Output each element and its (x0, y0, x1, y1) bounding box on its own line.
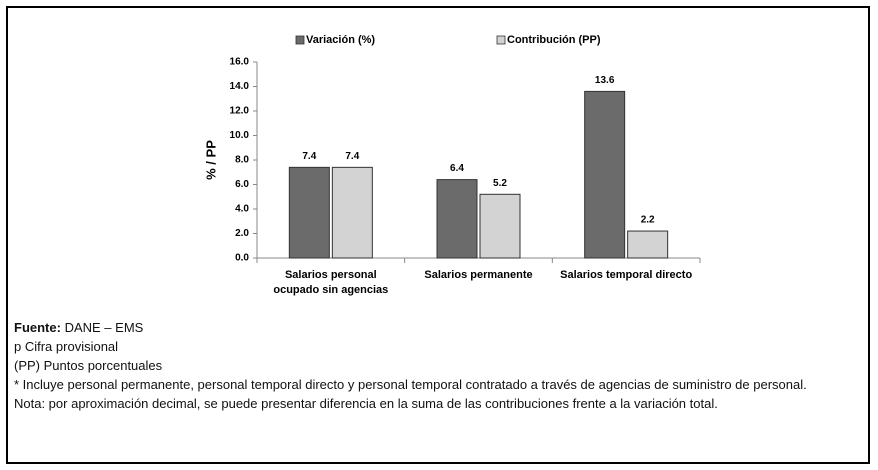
note-line: (PP) Puntos porcentuales (14, 358, 163, 373)
value-label: 7.4 (345, 151, 359, 162)
bar (436, 179, 478, 259)
legend-label: Contribución (PP) (507, 34, 601, 46)
value-label: 2.2 (641, 215, 655, 226)
y-axis-label: % / PP (203, 140, 218, 180)
y-tick-label: 14.0 (230, 81, 250, 92)
bar (627, 230, 669, 259)
note-line: * Incluye personal permanente, personal … (14, 377, 807, 392)
source-text: DANE – EMS (64, 320, 144, 335)
notes: Fuente: DANE – EMS p Cifra provisional (P… (14, 318, 864, 413)
y-tick-label: 6.0 (235, 179, 249, 190)
y-tick-label: 16.0 (230, 57, 250, 68)
y-tick-label: 8.0 (235, 155, 249, 166)
value-label: 13.6 (595, 75, 615, 86)
y-tick-label: 10.0 (230, 130, 250, 141)
x-tick-label: Salarios personal ocupado sin agencias (273, 269, 389, 296)
note-line: p Cifra provisional (14, 339, 119, 354)
note-line: Nota: por aproximación decimal, se puede… (14, 396, 718, 411)
source: Fuente: DANE – EMS (14, 318, 864, 337)
value-label: 6.4 (450, 163, 464, 174)
frame (6, 6, 870, 464)
bar (584, 90, 626, 259)
x-tick-label: Salarios temporal directo (560, 269, 693, 281)
x-tick-label: Salarios permanente (424, 269, 533, 281)
bar (331, 166, 373, 259)
y-tick-label: 12.0 (230, 106, 250, 117)
legend-swatch (496, 35, 506, 45)
y-tick-label: 4.0 (235, 204, 249, 215)
legend-label: Variación (%) (306, 34, 375, 46)
y-tick-label: 2.0 (235, 228, 249, 239)
legend-swatch (295, 35, 305, 45)
value-label: 5.2 (493, 178, 507, 189)
source-label: Fuente: (14, 320, 61, 335)
y-tick-label: 0.0 (235, 253, 249, 264)
bar (288, 166, 330, 259)
bar (479, 193, 521, 259)
value-label: 7.4 (302, 151, 316, 162)
